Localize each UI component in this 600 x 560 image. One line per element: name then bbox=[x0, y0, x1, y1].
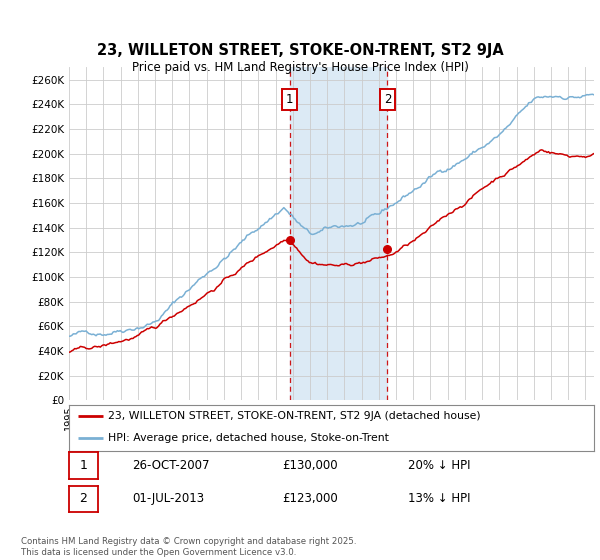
Text: Price paid vs. HM Land Registry's House Price Index (HPI): Price paid vs. HM Land Registry's House … bbox=[131, 61, 469, 74]
Text: 26-OCT-2007: 26-OCT-2007 bbox=[132, 459, 209, 472]
Bar bbox=[290, 67, 388, 400]
Text: 23, WILLETON STREET, STOKE-ON-TRENT, ST2 9JA: 23, WILLETON STREET, STOKE-ON-TRENT, ST2… bbox=[97, 43, 503, 58]
Text: 01-JUL-2013: 01-JUL-2013 bbox=[132, 492, 204, 506]
Text: 1: 1 bbox=[286, 93, 293, 106]
Text: Contains HM Land Registry data © Crown copyright and database right 2025.
This d: Contains HM Land Registry data © Crown c… bbox=[21, 537, 356, 557]
Text: 1: 1 bbox=[79, 459, 88, 472]
Text: 2: 2 bbox=[79, 492, 88, 506]
Text: HPI: Average price, detached house, Stoke-on-Trent: HPI: Average price, detached house, Stok… bbox=[109, 433, 389, 443]
Text: 13% ↓ HPI: 13% ↓ HPI bbox=[408, 492, 470, 506]
Text: £123,000: £123,000 bbox=[282, 492, 338, 506]
Text: 23, WILLETON STREET, STOKE-ON-TRENT, ST2 9JA (detached house): 23, WILLETON STREET, STOKE-ON-TRENT, ST2… bbox=[109, 412, 481, 421]
Text: 20% ↓ HPI: 20% ↓ HPI bbox=[408, 459, 470, 472]
Text: £130,000: £130,000 bbox=[282, 459, 338, 472]
Text: 2: 2 bbox=[383, 93, 391, 106]
